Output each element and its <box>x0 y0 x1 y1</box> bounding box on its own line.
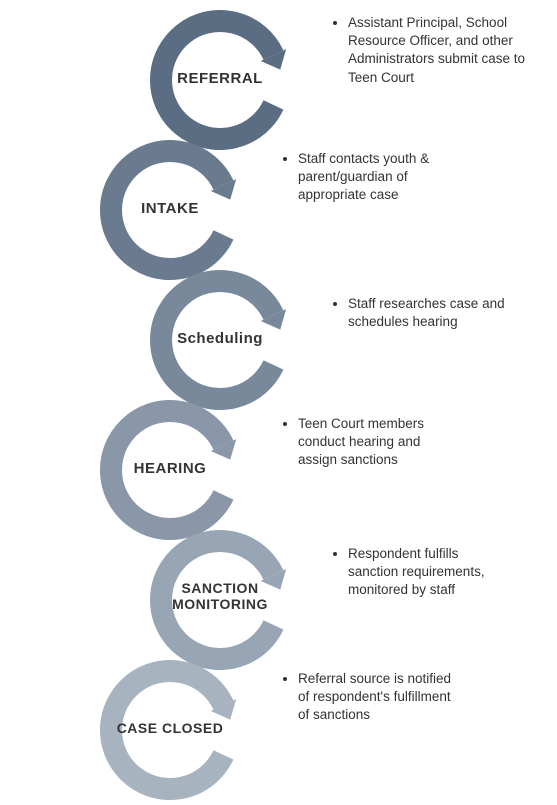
stage-desc-referral: Assistant Principal, School Resource Off… <box>332 14 537 87</box>
stage-desc-text-referral: Assistant Principal, School Resource Off… <box>348 14 537 87</box>
stage-desc-intake: Staff contacts youth & parent/guardian o… <box>282 150 462 205</box>
stage-desc-text-scheduling: Staff researches case and schedules hear… <box>348 295 512 331</box>
stage-label-referral: REFERRAL <box>150 70 290 87</box>
stage-label-scheduling: Scheduling <box>150 330 290 347</box>
stage-desc-closed: Referral source is notified of responden… <box>282 670 462 725</box>
stage-desc-hearing: Teen Court members conduct hearing and a… <box>282 415 462 470</box>
stage-label-closed: CASE CLOSED <box>100 720 240 736</box>
stage-label-intake: INTAKE <box>100 200 240 217</box>
stage-desc-text-intake: Staff contacts youth & parent/guardian o… <box>298 150 462 205</box>
stage-desc-sanction: Respondent fulfills sanction requirement… <box>332 545 512 600</box>
stage-desc-text-hearing: Teen Court members conduct hearing and a… <box>298 415 462 470</box>
stage-desc-scheduling: Staff researches case and schedules hear… <box>332 295 512 331</box>
stage-desc-text-closed: Referral source is notified of responden… <box>298 670 462 725</box>
stage-label-sanction: SANCTION MONITORING <box>150 580 290 612</box>
stage-label-hearing: HEARING <box>100 460 240 477</box>
stage-desc-text-sanction: Respondent fulfills sanction requirement… <box>348 545 512 600</box>
